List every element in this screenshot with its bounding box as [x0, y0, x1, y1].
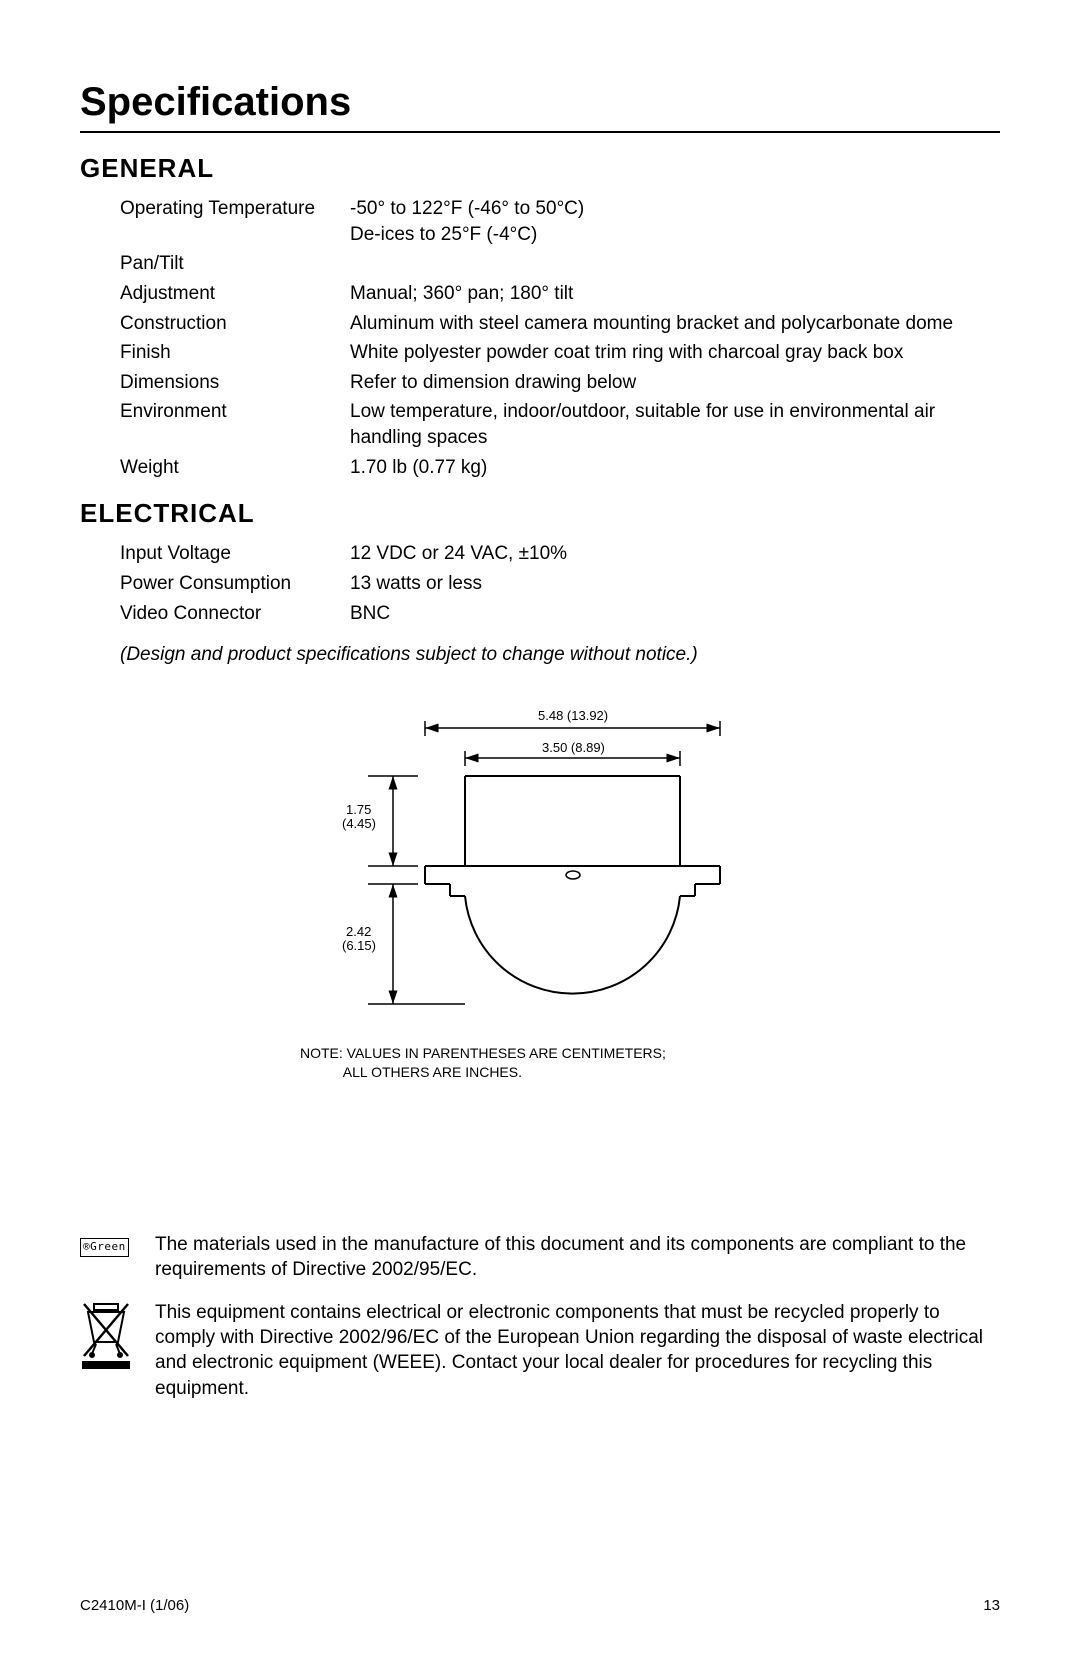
footer-left: C2410M-I (1/06)	[80, 1597, 189, 1614]
spec-row: Video Connector BNC	[120, 601, 1000, 627]
dim-box-height: 1.75 (4.45)	[342, 802, 397, 831]
spec-value: -50° to 122°F (-46° to 50°C) De-ices to …	[350, 196, 1000, 247]
footer-right: 13	[983, 1597, 1000, 1614]
weee-icon	[80, 1300, 155, 1377]
spec-label: Adjustment	[120, 281, 350, 307]
spec-value: 1.70 lb (0.77 kg)	[350, 455, 1000, 481]
spec-label: Dimensions	[120, 370, 350, 396]
spec-row: Input Voltage 12 VDC or 24 VAC, ±10%	[120, 541, 1000, 567]
page-footer: C2410M-I (1/06) 13	[80, 1597, 1000, 1614]
general-spec-table: Operating Temperature -50° to 122°F (-46…	[120, 196, 1000, 480]
spec-label: Pan/Tilt	[120, 251, 350, 277]
dim-inner-width: 3.50 (8.89)	[542, 740, 605, 755]
spec-label: Weight	[120, 455, 350, 481]
dimension-diagram: 5.48 (13.92) 3.50 (8.89) 1.75 (4.45) 2.4…	[80, 696, 1000, 1016]
spec-row: Adjustment Manual; 360° pan; 180° tilt	[120, 281, 1000, 307]
section-heading-general: GENERAL	[80, 153, 1000, 184]
spec-row: Construction Aluminum with steel camera …	[120, 311, 1000, 337]
spec-label: Input Voltage	[120, 541, 350, 567]
spec-value: Low temperature, indoor/outdoor, suitabl…	[350, 399, 1000, 450]
spec-value: 13 watts or less	[350, 571, 1000, 597]
diagram-note-line1: NOTE: VALUES IN PARENTHESES ARE CENTIMET…	[300, 1045, 666, 1061]
spec-label: Construction	[120, 311, 350, 337]
spec-label: Finish	[120, 340, 350, 366]
diagram-note-line2: ALL OTHERS ARE INCHES.	[343, 1064, 522, 1080]
spec-value: Manual; 360° pan; 180° tilt	[350, 281, 1000, 307]
spec-row: Weight 1.70 lb (0.77 kg)	[120, 455, 1000, 481]
dim-dome-height: 2.42 (6.15)	[342, 924, 376, 953]
spec-value: Refer to dimension drawing below	[350, 370, 1000, 396]
spec-label: Operating Temperature	[120, 196, 350, 222]
diagram-note: NOTE: VALUES IN PARENTHESES ARE CENTIMET…	[300, 1044, 1000, 1082]
compliance-weee-row: This equipment contains electrical or el…	[80, 1300, 1000, 1400]
green-badge-label: ®Green	[80, 1238, 129, 1257]
compliance-green-row: ®Green The materials used in the manufac…	[80, 1232, 1000, 1282]
spec-row: Dimensions Refer to dimension drawing be…	[120, 370, 1000, 396]
spec-row: Finish White polyester powder coat trim …	[120, 340, 1000, 366]
spec-label: Environment	[120, 399, 350, 425]
spec-value: BNC	[350, 601, 1000, 627]
page-title: Specifications	[80, 80, 1000, 125]
compliance-green-text: The materials used in the manufacture of…	[155, 1232, 1000, 1282]
spec-row: Environment Low temperature, indoor/outd…	[120, 399, 1000, 450]
dim-outer-width: 5.48 (13.92)	[538, 708, 608, 723]
electrical-spec-table: Input Voltage 12 VDC or 24 VAC, ±10% Pow…	[120, 541, 1000, 626]
spec-row: Operating Temperature -50° to 122°F (-46…	[120, 196, 1000, 247]
spec-row: Pan/Tilt	[120, 251, 1000, 277]
section-heading-electrical: ELECTRICAL	[80, 498, 1000, 529]
disclaimer-text: (Design and product specifications subje…	[120, 644, 1000, 666]
title-rule	[80, 131, 1000, 133]
compliance-weee-text: This equipment contains electrical or el…	[155, 1300, 1000, 1400]
spec-row: Power Consumption 13 watts or less	[120, 571, 1000, 597]
green-badge-icon: ®Green	[80, 1232, 155, 1257]
spec-label: Power Consumption	[120, 571, 350, 597]
spec-label: Video Connector	[120, 601, 350, 627]
spec-value: White polyester powder coat trim ring wi…	[350, 340, 1000, 366]
spec-value: Aluminum with steel camera mounting brac…	[350, 311, 1000, 337]
spec-value: 12 VDC or 24 VAC, ±10%	[350, 541, 1000, 567]
compliance-block: ®Green The materials used in the manufac…	[80, 1232, 1000, 1400]
